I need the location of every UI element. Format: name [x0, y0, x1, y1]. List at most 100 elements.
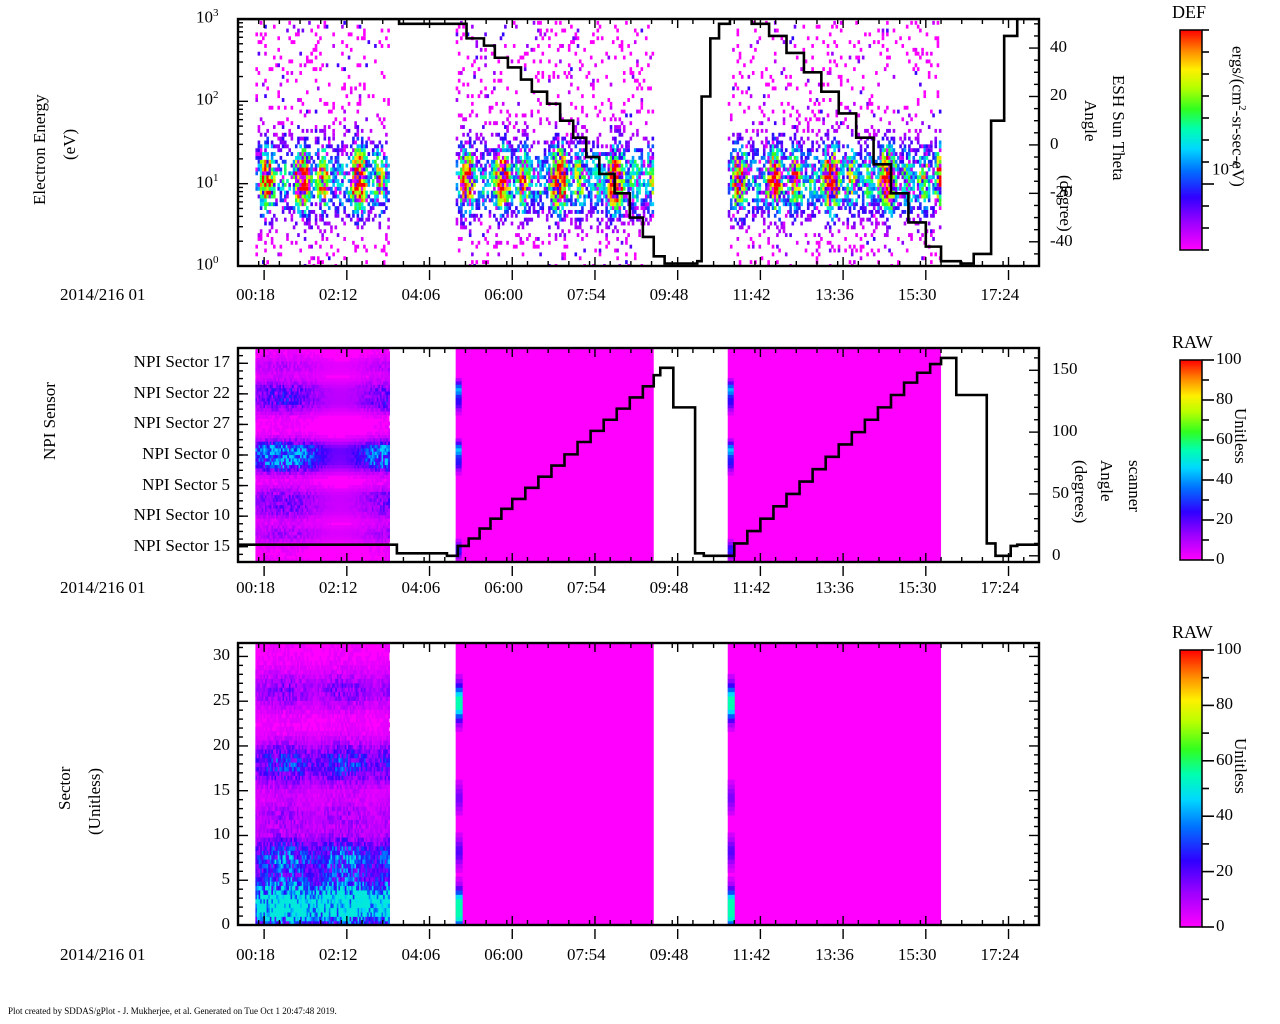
time-tick-label: 17:24: [980, 578, 1020, 597]
time-tick-label: 04:06: [401, 285, 441, 304]
date-label-panel3: 2014/216 01: [60, 945, 146, 964]
panel1-colorbar: [1179, 29, 1214, 251]
time-tick-label: 07:54: [566, 945, 606, 964]
panel2-y-tick-label: NPI Sector 15: [133, 535, 230, 555]
time-tick-label: 00:18: [236, 285, 275, 304]
panel1-colorbar-title: DEF: [1172, 2, 1207, 22]
panel2-y-tick-label: NPI Sector 5: [142, 474, 230, 494]
time-tick-label: 13:36: [815, 285, 854, 304]
time-tick-label: 04:06: [401, 578, 441, 597]
panel1-right-tick-label: 40: [1050, 37, 1067, 57]
panel1-cb-tick-exponent: -5: [1229, 159, 1239, 171]
time-tick-label: 04:06: [401, 945, 441, 964]
panel3-y-tick-label: 0: [221, 914, 231, 933]
date-label-panel2: 2014/216 01: [60, 578, 146, 597]
panel1-frame: [236, 17, 1041, 268]
panel1-cb-tick-mantissa: 10: [1212, 159, 1229, 179]
time-tick-label: 15:30: [897, 945, 937, 964]
panel2-right-tick-label: 100: [1052, 421, 1078, 441]
figure-footer: Plot created by SDDAS/gPlot - J. Mukherj…: [8, 1006, 337, 1016]
panel2-colorbar-tick-label: 0: [1216, 549, 1225, 568]
time-tick-label: 15:30: [897, 578, 937, 597]
panel-electron-energy: Electron Energy (eV): [0, 0, 1280, 320]
time-tick-label: 09:48: [649, 945, 689, 964]
panel2-y-tick-label: NPI Sector 17: [133, 352, 230, 372]
time-tick-label: 00:18: [236, 578, 275, 597]
panel1-cb-units-tail: -sr-sec-eV): [1228, 110, 1248, 187]
panel2-right-angle-text: Angle: [1097, 460, 1116, 502]
time-tick-label: 06:00: [484, 578, 523, 597]
panel3-y-tick-label: 10: [213, 824, 230, 844]
panel3-colorbar-title: RAW: [1172, 622, 1213, 642]
panel1-right-tick-label: -40: [1050, 230, 1073, 250]
panel2-cb-units-text: Unitless: [1231, 408, 1250, 464]
time-tick-label: 02:12: [318, 285, 358, 304]
panel1-colorbar-tick-label: 10-5: [1212, 159, 1238, 180]
panel2-y-tick-label: NPI Sector 27: [133, 413, 230, 433]
panel2-colorbar-title: RAW: [1172, 332, 1213, 352]
panel1-y-tick-label: 103: [196, 7, 219, 27]
panel2-colorbar-tick-label: 80: [1216, 389, 1233, 408]
panel2-right-tick-label: 0: [1052, 544, 1061, 564]
time-tick-label: 13:36: [815, 578, 854, 597]
panel1-cb-units-head: ergs/(cm: [1228, 46, 1248, 106]
panel2-right-tick-label: 150: [1052, 359, 1078, 379]
panel1-y-tick-label: 100: [196, 254, 219, 274]
panel1-overlay-line: [238, 19, 1039, 265]
panel2-canvas: [236, 346, 1041, 576]
panel2-right-scanner-text: scanner: [1125, 460, 1144, 512]
panel2-colorbar-tick-label: 20: [1216, 509, 1233, 528]
time-tick-label: 11:42: [732, 578, 771, 597]
panel2-right-degrees-text: (degrees): [1071, 460, 1090, 524]
time-tick-label: 02:12: [318, 578, 358, 597]
panel3-colorbar-tick-label: 40: [1216, 805, 1233, 825]
panel3-colorbar-tick-label: 0: [1216, 916, 1225, 935]
panel1-right-tick-label: -20: [1050, 182, 1073, 202]
panel3-frame: [236, 641, 1041, 927]
panel1-right-angle-text: Angle: [1081, 100, 1100, 142]
panel1-canvas: [236, 17, 1041, 280]
date-label-panel1: 2014/216 01: [60, 285, 146, 304]
panel2-colorbar-tick-label: 40: [1216, 469, 1233, 488]
time-tick-label: 06:00: [484, 285, 523, 304]
panel1-right-tick-label: 20: [1050, 85, 1067, 105]
time-tick-label: 17:24: [980, 285, 1020, 304]
panel3-y-tick-label: 15: [213, 779, 230, 799]
panel3-y-tick-label: 30: [213, 645, 230, 665]
panel3-colorbar-tick-label: 20: [1216, 860, 1233, 880]
time-tick-label: 07:54: [566, 285, 606, 304]
time-tick-label: 15:30: [897, 285, 937, 304]
panel2-colorbar-units: Unitless: [1231, 408, 1280, 464]
panel3-y-tick-label: 20: [213, 734, 230, 754]
panel1-right-tick-label: 0: [1050, 133, 1059, 153]
panel3-colorbar-tick-label: 60: [1216, 749, 1233, 769]
panel1-spectrogram: [255, 20, 942, 266]
panel2-overlay-line: [238, 356, 1039, 558]
time-tick-label: 02:12: [318, 945, 358, 964]
panel2-y-tick-label: NPI Sector 22: [133, 382, 230, 402]
time-tick-label: 07:54: [566, 578, 606, 597]
time-tick-label: 11:42: [732, 285, 771, 304]
time-tick-label: 17:24: [980, 945, 1020, 964]
panel1-colorbar-units: ergs/(cm2-sr-sec-eV): [1228, 46, 1280, 187]
panel2-colorbar-tick-label: 60: [1216, 429, 1233, 448]
panel3-spectrogram: [255, 643, 942, 925]
panel3-colorbar-units: Unitless: [1231, 738, 1280, 794]
time-tick-label: 00:18: [236, 945, 275, 964]
panel3-colorbar-tick-label: 100: [1216, 639, 1242, 658]
panel2-colorbar-tick-label: 100: [1216, 349, 1242, 368]
panel2-right-tick-label: 50: [1052, 482, 1069, 502]
panel1-right-esh-text: ESH Sun Theta: [1109, 75, 1128, 181]
panel3-cb-units-text: Unitless: [1231, 738, 1250, 794]
panel2-y-tick-label: NPI Sector 0: [142, 444, 230, 463]
panel1-y-tick-label: 102: [196, 89, 219, 109]
time-tick-label: 09:48: [649, 578, 689, 597]
panel1-cb-units-text: ergs/(cm2-sr-sec-eV): [1227, 46, 1248, 187]
panel-npi-sensor: NPI Sensor NPI Sector 17 NPI Sector 22 NPI…: [0, 330, 1280, 610]
panel3-y-tick-label: 25: [213, 690, 230, 710]
panel3-canvas: [236, 641, 1041, 939]
time-tick-label: 13:36: [815, 945, 854, 964]
panel3-colorbar-tick-label: 80: [1216, 694, 1233, 714]
panel-sector: Sector (Unitless) 30 25 20 15 10 5 0 RAW 100 80…: [0, 620, 1280, 950]
